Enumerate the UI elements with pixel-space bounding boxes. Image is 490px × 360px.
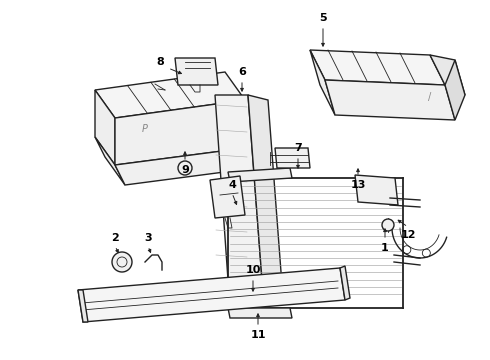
Text: 9: 9 xyxy=(181,165,189,175)
Polygon shape xyxy=(95,137,125,185)
Text: 12: 12 xyxy=(400,230,416,240)
Text: 6: 6 xyxy=(238,67,246,77)
Text: 7: 7 xyxy=(294,143,302,153)
Polygon shape xyxy=(430,55,465,95)
Polygon shape xyxy=(78,290,88,322)
Polygon shape xyxy=(445,60,465,120)
Polygon shape xyxy=(215,95,262,280)
Text: 8: 8 xyxy=(156,57,164,67)
Polygon shape xyxy=(175,58,218,85)
Polygon shape xyxy=(78,268,345,322)
Polygon shape xyxy=(310,50,335,115)
Polygon shape xyxy=(228,168,292,182)
Polygon shape xyxy=(228,308,292,318)
Text: 5: 5 xyxy=(319,13,327,23)
Text: 11: 11 xyxy=(250,330,266,340)
Text: 3: 3 xyxy=(144,233,152,243)
Polygon shape xyxy=(248,95,282,285)
Polygon shape xyxy=(275,148,310,168)
Circle shape xyxy=(112,252,132,272)
Polygon shape xyxy=(355,175,398,205)
Polygon shape xyxy=(310,50,445,85)
Polygon shape xyxy=(340,266,350,300)
Polygon shape xyxy=(95,72,245,118)
Circle shape xyxy=(178,161,192,175)
Polygon shape xyxy=(115,148,255,185)
Circle shape xyxy=(382,219,394,231)
Text: 4: 4 xyxy=(228,180,236,190)
Text: 1: 1 xyxy=(381,243,389,253)
Polygon shape xyxy=(95,90,115,165)
Text: P: P xyxy=(142,124,148,134)
Text: 2: 2 xyxy=(111,233,119,243)
Text: 13: 13 xyxy=(350,180,366,190)
Polygon shape xyxy=(115,100,245,165)
Text: 10: 10 xyxy=(245,265,261,275)
Polygon shape xyxy=(325,80,455,120)
Text: /: / xyxy=(428,92,432,102)
Polygon shape xyxy=(210,176,245,218)
